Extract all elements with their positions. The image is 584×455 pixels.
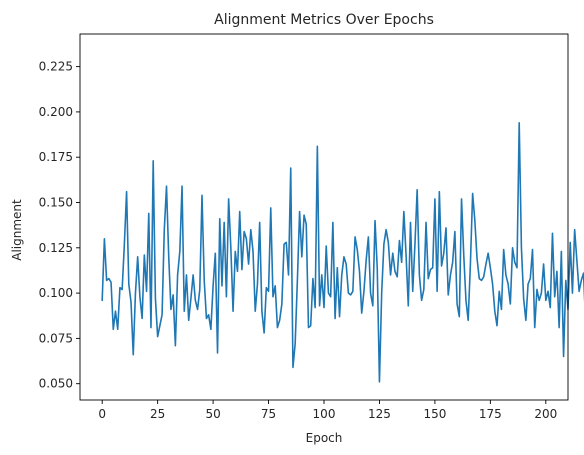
y-tick-label: 0.225 <box>39 60 73 74</box>
x-tick-label: 75 <box>261 407 276 421</box>
plot-area <box>79 33 584 401</box>
y-tick-label: 0.200 <box>39 105 73 119</box>
x-tick-label: 125 <box>368 407 391 421</box>
x-tick-label: 150 <box>423 407 446 421</box>
y-tick-label: 0.100 <box>39 286 73 300</box>
y-axis-label: Alignment <box>10 199 24 261</box>
x-tick-label: 175 <box>479 407 502 421</box>
x-tick-label: 0 <box>98 407 106 421</box>
x-axis: 0 25 50 75 100 125 150 175 200 <box>98 400 557 421</box>
y-tick-label: 0.125 <box>39 241 73 255</box>
y-tick-label: 0.175 <box>39 150 73 164</box>
x-tick-label: 200 <box>534 407 557 421</box>
y-tick-label: 0.150 <box>39 196 73 210</box>
x-axis-label: Epoch <box>306 431 343 445</box>
chart-title: Alignment Metrics Over Epochs <box>214 12 434 28</box>
y-tick-label: 0.050 <box>39 377 73 391</box>
x-tick-label: 50 <box>205 407 220 421</box>
y-axis: 0.050 0.075 0.100 0.125 0.150 0.175 0.200 0.225 <box>39 60 80 391</box>
y-tick-label: 0.075 <box>39 331 73 345</box>
x-tick-label: 100 <box>313 407 336 421</box>
x-tick-label: 25 <box>150 407 165 421</box>
series-line <box>101 121 584 383</box>
